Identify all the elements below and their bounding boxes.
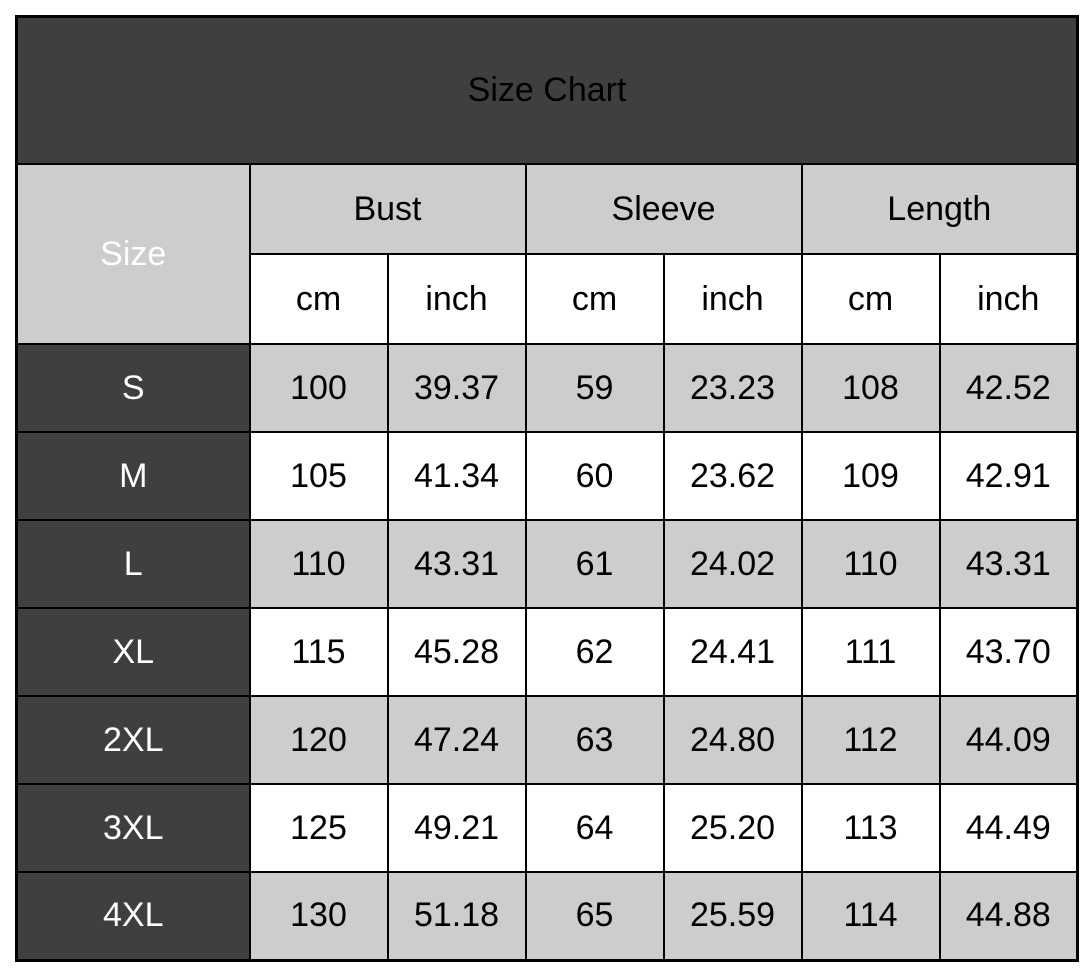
cell-l-bust-cm: 110 (248, 519, 389, 609)
cell-4xl-sleeve-inch: 25.59 (662, 871, 803, 961)
unit-header-bust-inch: inch (386, 253, 527, 345)
cell-3xl-bust-cm: 125 (248, 783, 389, 873)
size-chart-title: Size Chart (15, 15, 1079, 165)
cell-m-bust-inch: 41.34 (386, 431, 527, 521)
cell-3xl-sleeve-cm: 64 (524, 783, 665, 873)
cell-3xl-sleeve-inch: 25.20 (662, 783, 803, 873)
cell-l-sleeve-inch: 24.02 (662, 519, 803, 609)
size-label-m: M (15, 431, 251, 521)
table-row-4xl: 4XL 130 51.18 65 25.59 114 44.88 (15, 871, 1079, 961)
cell-2xl-sleeve-cm: 63 (524, 695, 665, 785)
table-row-m: M 105 41.34 60 23.62 109 42.91 (15, 431, 1079, 521)
cell-2xl-bust-inch: 47.24 (386, 695, 527, 785)
cell-4xl-bust-cm: 130 (248, 871, 389, 961)
size-label-l: L (15, 519, 251, 609)
cell-xl-length-inch: 43.70 (938, 607, 1079, 697)
size-label-4xl: 4XL (15, 871, 251, 961)
cell-l-length-inch: 43.31 (938, 519, 1079, 609)
cell-xl-bust-cm: 115 (248, 607, 389, 697)
unit-header-length-cm: cm (800, 253, 941, 345)
cell-m-length-inch: 42.91 (938, 431, 1079, 521)
size-label-2xl: 2XL (15, 695, 251, 785)
cell-xl-sleeve-inch: 24.41 (662, 607, 803, 697)
cell-s-length-cm: 108 (800, 343, 941, 433)
cell-4xl-bust-inch: 51.18 (386, 871, 527, 961)
cell-3xl-bust-inch: 49.21 (386, 783, 527, 873)
table-row-2xl: 2XL 120 47.24 63 24.80 112 44.09 (15, 695, 1079, 785)
unit-header-sleeve-cm: cm (524, 253, 665, 345)
cell-l-sleeve-cm: 61 (524, 519, 665, 609)
cell-m-sleeve-inch: 23.62 (662, 431, 803, 521)
cell-2xl-length-inch: 44.09 (938, 695, 1079, 785)
unit-header-bust-cm: cm (248, 253, 389, 345)
col-group-length: Length (800, 163, 1079, 255)
size-label-s: S (15, 343, 251, 433)
size-label-xl: XL (15, 607, 251, 697)
cell-2xl-bust-cm: 120 (248, 695, 389, 785)
unit-header-length-inch: inch (938, 253, 1079, 345)
cell-m-bust-cm: 105 (248, 431, 389, 521)
table-row-xl: XL 115 45.28 62 24.41 111 43.70 (15, 607, 1079, 697)
cell-xl-bust-inch: 45.28 (386, 607, 527, 697)
size-column-header: Size (15, 163, 251, 345)
cell-2xl-sleeve-inch: 24.80 (662, 695, 803, 785)
cell-3xl-length-inch: 44.49 (938, 783, 1079, 873)
unit-header-sleeve-inch: inch (662, 253, 803, 345)
cell-s-bust-inch: 39.37 (386, 343, 527, 433)
col-group-sleeve: Sleeve (524, 163, 803, 255)
table-row-l: L 110 43.31 61 24.02 110 43.31 (15, 519, 1079, 609)
cell-4xl-sleeve-cm: 65 (524, 871, 665, 961)
cell-l-bust-inch: 43.31 (386, 519, 527, 609)
cell-s-bust-cm: 100 (248, 343, 389, 433)
cell-s-sleeve-cm: 59 (524, 343, 665, 433)
cell-2xl-length-cm: 112 (800, 695, 941, 785)
table-row-3xl: 3XL 125 49.21 64 25.20 113 44.49 (15, 783, 1079, 873)
cell-3xl-length-cm: 113 (800, 783, 941, 873)
cell-s-sleeve-inch: 23.23 (662, 343, 803, 433)
cell-m-sleeve-cm: 60 (524, 431, 665, 521)
size-label-3xl: 3XL (15, 783, 251, 873)
size-chart-table: Size Chart Size Bust Sleeve Length cm in… (15, 15, 1080, 962)
cell-m-length-cm: 109 (800, 431, 941, 521)
col-group-bust: Bust (248, 163, 527, 255)
cell-l-length-cm: 110 (800, 519, 941, 609)
cell-4xl-length-cm: 114 (800, 871, 941, 961)
cell-4xl-length-inch: 44.88 (938, 871, 1079, 961)
cell-s-length-inch: 42.52 (938, 343, 1079, 433)
table-row-s: S 100 39.37 59 23.23 108 42.52 (15, 343, 1079, 433)
cell-xl-sleeve-cm: 62 (524, 607, 665, 697)
cell-xl-length-cm: 111 (800, 607, 941, 697)
